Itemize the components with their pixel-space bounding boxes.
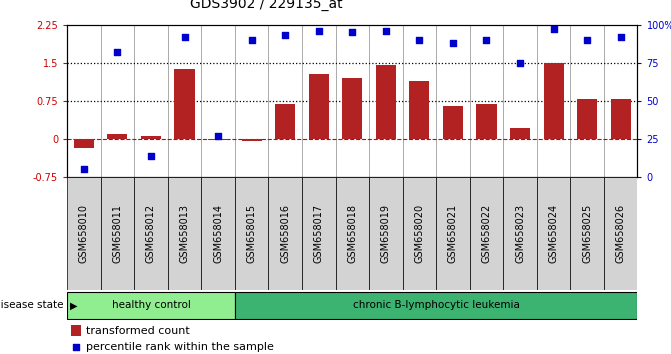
Text: transformed count: transformed count — [86, 326, 190, 336]
Text: GSM658022: GSM658022 — [482, 204, 491, 263]
Point — [246, 37, 257, 43]
Bar — [201, 177, 235, 290]
Text: GSM658025: GSM658025 — [582, 204, 592, 263]
Text: ▶: ▶ — [70, 300, 78, 310]
Bar — [302, 177, 336, 290]
Bar — [476, 104, 497, 139]
Bar — [443, 106, 463, 139]
Bar — [141, 136, 161, 139]
Bar — [611, 99, 631, 139]
Point — [414, 37, 425, 43]
Bar — [544, 63, 564, 139]
Point — [448, 40, 458, 46]
Bar — [174, 69, 195, 139]
Text: GSM658019: GSM658019 — [381, 204, 391, 263]
Point — [481, 37, 492, 43]
Bar — [537, 177, 570, 290]
Text: GSM658010: GSM658010 — [79, 204, 89, 263]
Bar — [168, 177, 201, 290]
Bar — [403, 177, 436, 290]
Point — [79, 166, 89, 172]
Bar — [107, 134, 127, 139]
Bar — [503, 177, 537, 290]
Point — [548, 27, 559, 32]
Bar — [409, 81, 429, 139]
Point — [179, 34, 190, 40]
Text: GSM658012: GSM658012 — [146, 204, 156, 263]
Bar — [208, 139, 228, 141]
Bar — [604, 177, 637, 290]
Bar — [70, 325, 81, 336]
Point — [112, 49, 123, 55]
Point — [380, 28, 391, 34]
Text: GDS3902 / 229135_at: GDS3902 / 229135_at — [191, 0, 343, 11]
Text: chronic B-lymphocytic leukemia: chronic B-lymphocytic leukemia — [353, 300, 519, 310]
Bar — [369, 177, 403, 290]
Bar — [577, 99, 597, 139]
Bar — [101, 177, 134, 290]
Text: GSM658015: GSM658015 — [247, 204, 256, 263]
Bar — [235, 177, 268, 290]
Bar — [470, 177, 503, 290]
Bar — [242, 139, 262, 141]
Bar — [275, 104, 295, 139]
Text: disease state: disease state — [0, 300, 64, 310]
Bar — [376, 65, 396, 139]
Bar — [309, 74, 329, 139]
Point — [280, 33, 291, 38]
Point — [615, 34, 626, 40]
Bar — [235, 292, 637, 319]
Text: GSM658024: GSM658024 — [549, 204, 558, 263]
Bar — [510, 128, 530, 139]
Bar — [134, 177, 168, 290]
Point — [347, 30, 358, 35]
Bar — [67, 292, 235, 319]
Text: GSM658013: GSM658013 — [180, 204, 189, 263]
Text: percentile rank within the sample: percentile rank within the sample — [86, 342, 274, 352]
Point — [213, 133, 223, 139]
Bar — [570, 177, 604, 290]
Point — [515, 60, 525, 66]
Text: GSM658016: GSM658016 — [280, 204, 290, 263]
Text: GSM658020: GSM658020 — [415, 204, 424, 263]
Point — [582, 37, 592, 43]
Bar — [436, 177, 470, 290]
Text: GSM658021: GSM658021 — [448, 204, 458, 263]
Text: GSM658018: GSM658018 — [348, 204, 357, 263]
Text: GSM658014: GSM658014 — [213, 204, 223, 263]
Point — [146, 153, 156, 159]
Bar — [342, 78, 362, 139]
Point — [313, 28, 324, 34]
Text: healthy control: healthy control — [111, 300, 191, 310]
Point — [311, 272, 321, 277]
Bar — [268, 177, 302, 290]
Text: GSM658011: GSM658011 — [113, 204, 122, 263]
Bar — [336, 177, 369, 290]
Bar — [67, 177, 101, 290]
Text: GSM658026: GSM658026 — [616, 204, 625, 263]
Text: GSM658017: GSM658017 — [314, 204, 323, 263]
Text: GSM658023: GSM658023 — [515, 204, 525, 263]
Bar — [74, 139, 94, 148]
